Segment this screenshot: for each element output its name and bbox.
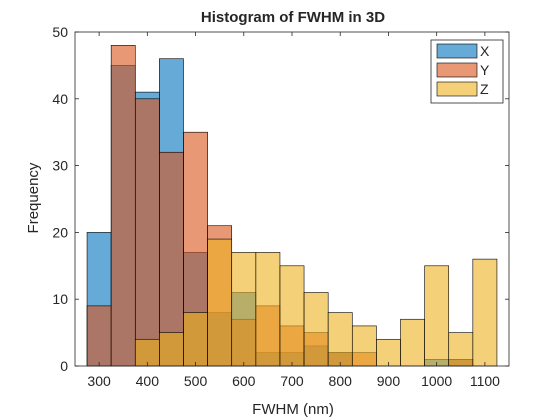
x-tick-label-8: 1100 bbox=[470, 373, 500, 389]
bar-y-2 bbox=[134, 98, 160, 367]
y-tick-label-4: 40 bbox=[52, 91, 68, 107]
bar-y-3 bbox=[159, 151, 184, 367]
legend-swatch-z bbox=[436, 81, 478, 97]
bar-z-7 bbox=[303, 292, 329, 367]
x-tick-label-2: 500 bbox=[184, 373, 208, 389]
bar-z-4 bbox=[231, 252, 257, 367]
legend-swatch-x bbox=[436, 43, 478, 59]
x-tick-label-0: 300 bbox=[87, 373, 111, 389]
bar-z-2 bbox=[183, 312, 208, 367]
y-tick-label-1: 10 bbox=[52, 291, 68, 307]
y-tick-label-2: 20 bbox=[52, 224, 68, 240]
bar-z-13 bbox=[448, 332, 474, 367]
y-axis-label: Frequency bbox=[25, 162, 42, 233]
bar-z-14 bbox=[472, 258, 498, 367]
bar-z-10 bbox=[376, 338, 401, 367]
bar-z-1 bbox=[159, 332, 184, 367]
legend-label-x: X bbox=[480, 43, 490, 59]
x-tick-label-7: 1000 bbox=[421, 373, 452, 389]
legend-swatch-y bbox=[436, 62, 478, 78]
x-axis-label: FWHM (nm) bbox=[252, 401, 334, 418]
x-tick-label-6: 900 bbox=[377, 373, 401, 389]
x-tick-label-1: 400 bbox=[136, 373, 160, 389]
bar-z-8 bbox=[327, 312, 353, 367]
chart-title: Histogram of FWHM in 3D bbox=[201, 9, 385, 26]
bar-z-3 bbox=[207, 238, 233, 367]
y-tick-label-0: 0 bbox=[60, 358, 68, 374]
bar-z-5 bbox=[255, 252, 281, 367]
bar-z-11 bbox=[400, 318, 425, 367]
bar-z-9 bbox=[351, 325, 377, 367]
y-tick-label-3: 30 bbox=[52, 158, 68, 174]
y-tick-label-5: 50 bbox=[52, 24, 68, 40]
legend-label-y: Y bbox=[480, 62, 490, 78]
histogram-bars bbox=[86, 45, 498, 367]
bar-z-12 bbox=[424, 265, 450, 367]
bar-y-1 bbox=[110, 45, 136, 367]
bar-z-0 bbox=[134, 338, 160, 367]
legend-label-z: Z bbox=[480, 81, 489, 97]
x-tick-label-3: 600 bbox=[232, 373, 256, 389]
bar-z-6 bbox=[279, 265, 305, 367]
bar-y-0 bbox=[86, 305, 112, 367]
legend: XYZ bbox=[430, 39, 504, 104]
axes: 300 400 500 600 700 800 900 1000 1100 0 10 20 30 40 50 bbox=[52, 24, 510, 389]
x-tick-label-5: 800 bbox=[329, 373, 353, 389]
x-tick-label-4: 700 bbox=[280, 373, 304, 389]
